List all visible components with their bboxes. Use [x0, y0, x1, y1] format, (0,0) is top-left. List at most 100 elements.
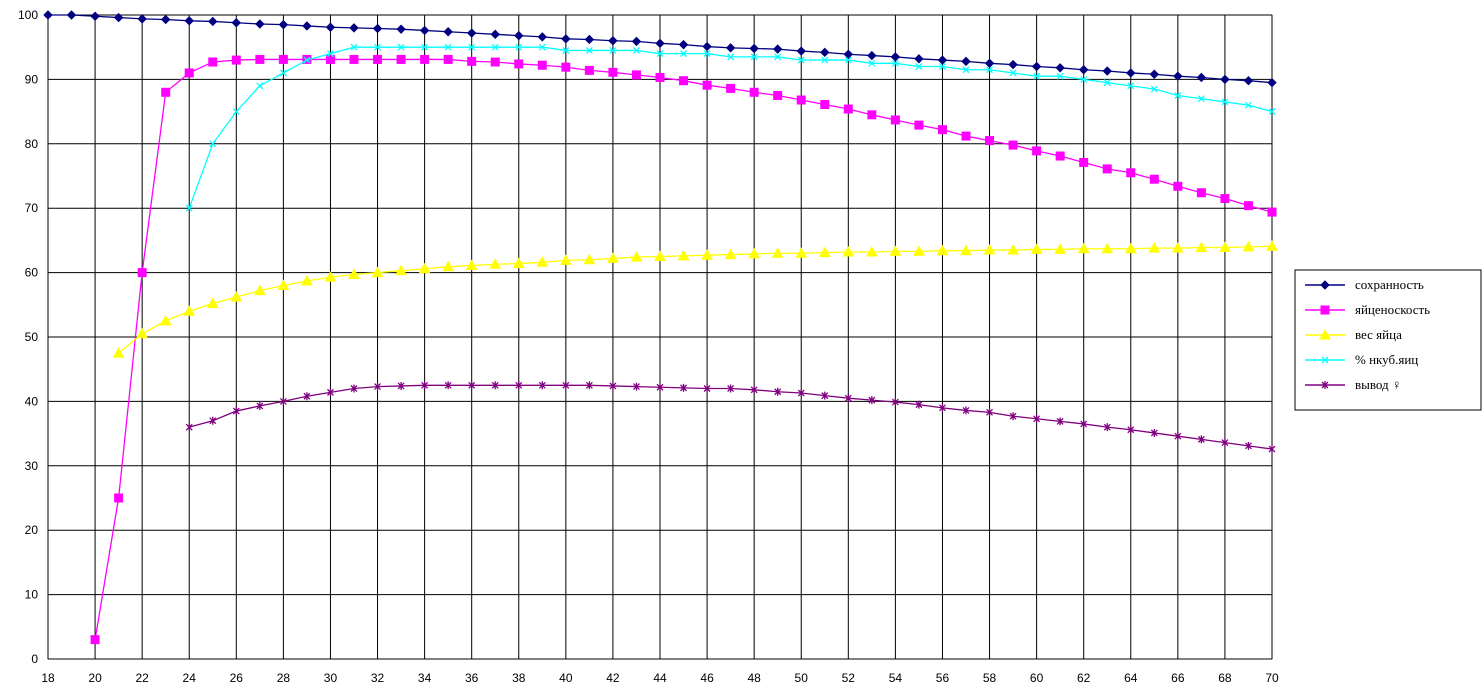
- data-point: [795, 247, 808, 258]
- data-point: [585, 46, 593, 54]
- data-point: [395, 264, 407, 276]
- data-point: [562, 381, 570, 390]
- series-3: [112, 240, 1278, 358]
- data-point: [1077, 242, 1090, 254]
- data-point: [725, 43, 736, 53]
- data-point: [114, 493, 124, 503]
- x-tick-label: 60: [1030, 671, 1044, 685]
- data-point: [372, 23, 383, 34]
- data-point: [937, 55, 948, 65]
- data-point: [655, 38, 665, 49]
- data-point: [277, 279, 290, 290]
- x-tick-label: 40: [559, 671, 573, 685]
- data-point: [349, 23, 359, 33]
- data-point: [633, 382, 640, 391]
- data-point: [889, 245, 902, 256]
- data-point: [537, 60, 547, 70]
- data-point: [137, 14, 147, 24]
- legend-item: сохранность: [1305, 277, 1424, 292]
- data-point: [491, 381, 499, 390]
- data-point: [1268, 445, 1276, 454]
- data-point: [680, 383, 687, 392]
- data-point: [727, 384, 735, 393]
- data-point: [774, 53, 782, 61]
- legend-item: яйценоскость: [1305, 302, 1430, 317]
- data-point: [1127, 425, 1135, 434]
- y-tick-label: 50: [25, 330, 39, 344]
- data-point: [465, 259, 478, 271]
- legend-item: вывод ♀: [1305, 377, 1402, 392]
- data-point: [702, 80, 712, 90]
- data-point: [585, 381, 593, 390]
- data-point: [397, 43, 405, 51]
- data-point: [939, 403, 946, 412]
- data-point: [1174, 92, 1182, 99]
- data-point: [633, 46, 640, 54]
- data-point: [821, 391, 829, 400]
- data-point: [842, 245, 855, 257]
- data-point: [796, 46, 806, 56]
- legend-label: вес яйца: [1355, 327, 1402, 342]
- data-point: [1195, 241, 1208, 252]
- data-point: [749, 87, 759, 97]
- data-point: [843, 49, 854, 59]
- legend-label: яйценоскость: [1355, 302, 1430, 317]
- data-point: [1031, 61, 1042, 72]
- data-point: [986, 66, 993, 74]
- x-tick-label: 28: [277, 671, 291, 685]
- data-point: [772, 44, 783, 54]
- data-point: [209, 140, 217, 148]
- data-point: [962, 406, 970, 415]
- x-tick-label: 54: [889, 671, 903, 685]
- data-point: [961, 56, 971, 67]
- x-tick-label: 56: [936, 671, 950, 685]
- data-point: [1126, 68, 1136, 78]
- data-point: [1245, 441, 1252, 450]
- data-point: [1150, 428, 1158, 437]
- data-point: [1221, 438, 1229, 447]
- x-tick-label: 32: [371, 671, 385, 685]
- data-point: [90, 11, 100, 21]
- data-point: [677, 249, 690, 261]
- data-point: [183, 305, 196, 316]
- data-point: [490, 29, 500, 40]
- data-point: [1243, 75, 1254, 86]
- data-point: [443, 27, 453, 37]
- data-point: [1173, 181, 1183, 191]
- data-point: [1320, 305, 1330, 315]
- data-point: [960, 244, 972, 256]
- data-point: [255, 19, 265, 29]
- data-point: [750, 385, 758, 394]
- data-point: [1242, 240, 1255, 252]
- data-point: [797, 389, 805, 398]
- data-point: [607, 252, 619, 263]
- data-point: [396, 54, 406, 64]
- data-point: [515, 43, 523, 51]
- data-point: [303, 392, 311, 401]
- data-point: [348, 268, 360, 280]
- data-point: [583, 253, 596, 265]
- x-tick-label: 48: [747, 671, 761, 685]
- data-point: [984, 58, 995, 69]
- data-point: [1320, 280, 1330, 290]
- data-point: [1196, 72, 1207, 83]
- data-point: [161, 87, 171, 97]
- data-point: [255, 54, 265, 64]
- data-point: [1101, 242, 1114, 254]
- data-point: [867, 50, 877, 61]
- data-point: [631, 36, 642, 47]
- data-point: [985, 136, 995, 146]
- legend-item: вес яйца: [1305, 327, 1402, 342]
- data-point: [608, 36, 618, 46]
- data-point: [231, 18, 242, 28]
- data-point: [844, 56, 852, 64]
- data-point: [256, 401, 264, 410]
- data-point: [327, 50, 334, 58]
- data-point: [466, 28, 477, 38]
- data-point: [514, 30, 524, 41]
- data-point: [867, 110, 877, 120]
- data-point: [891, 59, 899, 67]
- data-point: [727, 53, 735, 61]
- data-point: [890, 115, 900, 125]
- data-point: [1080, 419, 1088, 428]
